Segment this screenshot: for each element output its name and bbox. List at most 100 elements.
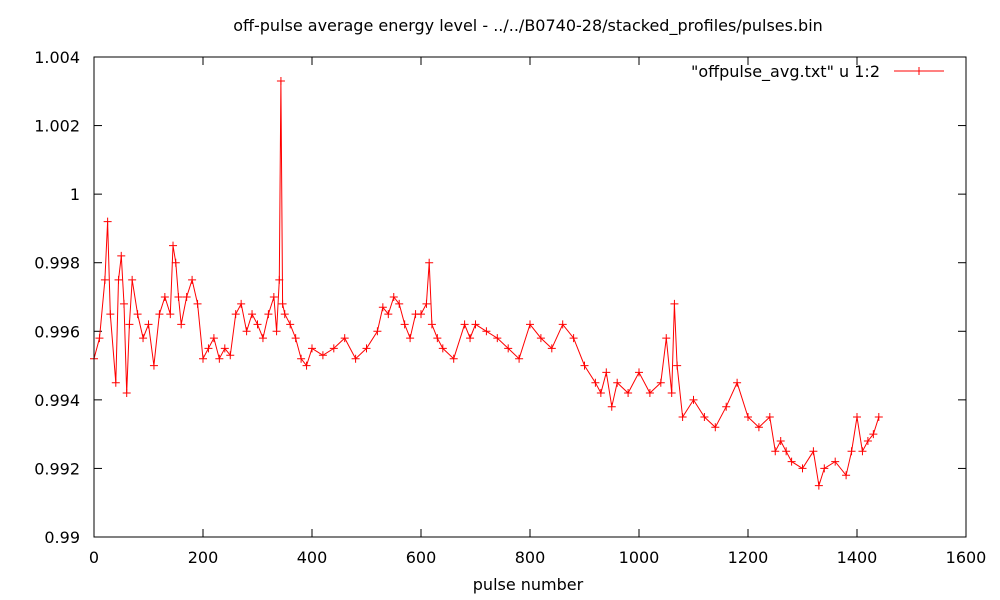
data-point	[318, 351, 327, 360]
data-point	[302, 361, 311, 370]
legend: "offpulse_avg.txt" u 1:2	[691, 62, 944, 82]
data-point	[847, 447, 856, 456]
data-point	[466, 334, 475, 343]
data-point	[114, 275, 123, 284]
data-point	[667, 389, 676, 397]
data-point	[171, 258, 180, 267]
data-point	[275, 275, 284, 284]
data-point	[177, 320, 186, 329]
data-point	[226, 351, 235, 360]
data-point	[656, 378, 665, 387]
x-tick-label: 1600	[946, 548, 987, 567]
series-line	[93, 80, 880, 486]
data-point	[722, 402, 731, 411]
y-tick-label: 0.998	[34, 254, 80, 273]
data-point	[744, 413, 752, 421]
data-point	[689, 395, 698, 404]
data-point	[798, 464, 807, 473]
data-point	[384, 310, 393, 319]
data-point	[276, 77, 285, 85]
data-point	[406, 334, 415, 343]
data-point	[733, 378, 742, 387]
data-point	[471, 320, 480, 329]
x-tick-label: 200	[188, 548, 219, 567]
data-point	[782, 447, 791, 456]
data-point	[111, 378, 120, 387]
data-point	[174, 293, 183, 301]
data-point	[100, 275, 109, 284]
data-point	[125, 320, 134, 329]
data-point	[711, 423, 720, 432]
data-point	[269, 293, 278, 301]
data-point	[209, 334, 218, 343]
data-point	[133, 310, 142, 319]
data-point	[858, 447, 867, 456]
data-point	[149, 361, 158, 370]
data-point	[286, 320, 295, 329]
data-point	[569, 334, 578, 343]
data-point	[787, 457, 796, 466]
data-point	[215, 354, 224, 363]
data-point	[144, 320, 153, 329]
data-point	[624, 389, 633, 397]
data-point	[754, 423, 763, 432]
x-tick-label: 1200	[728, 548, 769, 567]
data-point	[122, 389, 131, 397]
data-point	[373, 327, 382, 336]
data-point	[831, 457, 840, 466]
data-point	[395, 299, 404, 308]
data-point	[438, 344, 447, 353]
data-point	[602, 368, 611, 377]
y-tick-label: 0.996	[34, 322, 80, 341]
y-tick-label: 1.002	[34, 117, 80, 136]
data-point	[248, 310, 257, 319]
data-point	[253, 320, 262, 329]
data-point	[400, 320, 409, 329]
data-point	[199, 354, 207, 363]
y-tick-label: 0.994	[34, 391, 80, 410]
data-point	[670, 299, 679, 308]
data-point	[117, 251, 126, 260]
x-tick-label: 400	[297, 548, 328, 567]
y-tick-label: 1	[70, 185, 80, 204]
x-tick-label: 800	[515, 548, 546, 567]
x-tick-label: 1400	[837, 548, 878, 567]
data-point	[193, 299, 202, 308]
data-point	[119, 299, 128, 308]
data-point	[700, 413, 709, 421]
data-point	[272, 327, 281, 336]
data-point	[863, 437, 872, 445]
data-point	[874, 413, 883, 421]
data-point	[280, 310, 289, 319]
data-point	[362, 344, 371, 353]
y-axis-ticks: 0.99 0.992 0.994 0.996 0.998 1 1.002 1.004	[34, 48, 966, 547]
data-point	[422, 299, 431, 308]
data-point	[460, 320, 469, 329]
data-point	[493, 334, 502, 343]
data-point	[776, 437, 785, 445]
data-point	[95, 334, 104, 343]
data-point	[160, 293, 169, 301]
data-point	[258, 334, 267, 343]
data-point	[378, 303, 387, 312]
data-point	[591, 378, 600, 387]
data-point	[308, 344, 316, 353]
data-point	[278, 299, 287, 308]
data-point	[329, 344, 338, 353]
data-point	[765, 413, 774, 421]
y-tick-label: 1.004	[34, 48, 80, 67]
data-point	[297, 354, 306, 363]
data-point	[264, 310, 273, 319]
data-point	[482, 327, 491, 336]
data-point	[433, 334, 442, 343]
data-point	[547, 344, 556, 353]
data-point	[596, 389, 605, 397]
series-layer	[90, 77, 883, 490]
x-tick-label: 600	[406, 548, 437, 567]
data-point	[204, 344, 213, 353]
data-point	[242, 327, 251, 336]
data-point	[809, 447, 818, 456]
data-point	[128, 275, 137, 284]
data-point	[635, 368, 643, 377]
